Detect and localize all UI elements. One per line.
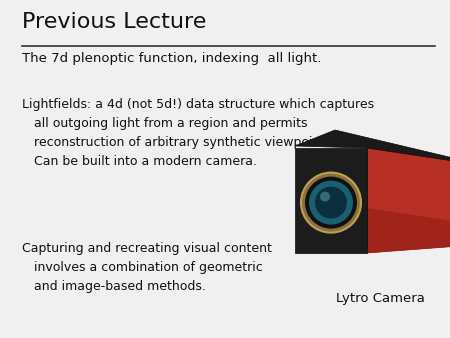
Text: The 7d plenoptic function, indexing  all light.: The 7d plenoptic function, indexing all … [22,52,321,65]
Circle shape [320,192,330,201]
Text: Previous Lecture: Previous Lecture [22,12,207,32]
Circle shape [301,173,361,233]
Text: Capturing and recreating visual content
   involves a combination of geometric
 : Capturing and recreating visual content … [22,242,272,293]
Text: Lightfields: a 4d (not 5d!) data structure which captures
   all outgoing light : Lightfields: a 4d (not 5d!) data structu… [22,98,374,168]
Text: Lytro Camera: Lytro Camera [336,292,424,305]
Circle shape [305,176,357,228]
Polygon shape [367,208,450,253]
FancyBboxPatch shape [295,148,367,253]
Polygon shape [367,148,450,253]
Circle shape [309,180,353,224]
Polygon shape [295,130,450,166]
Circle shape [315,187,347,219]
